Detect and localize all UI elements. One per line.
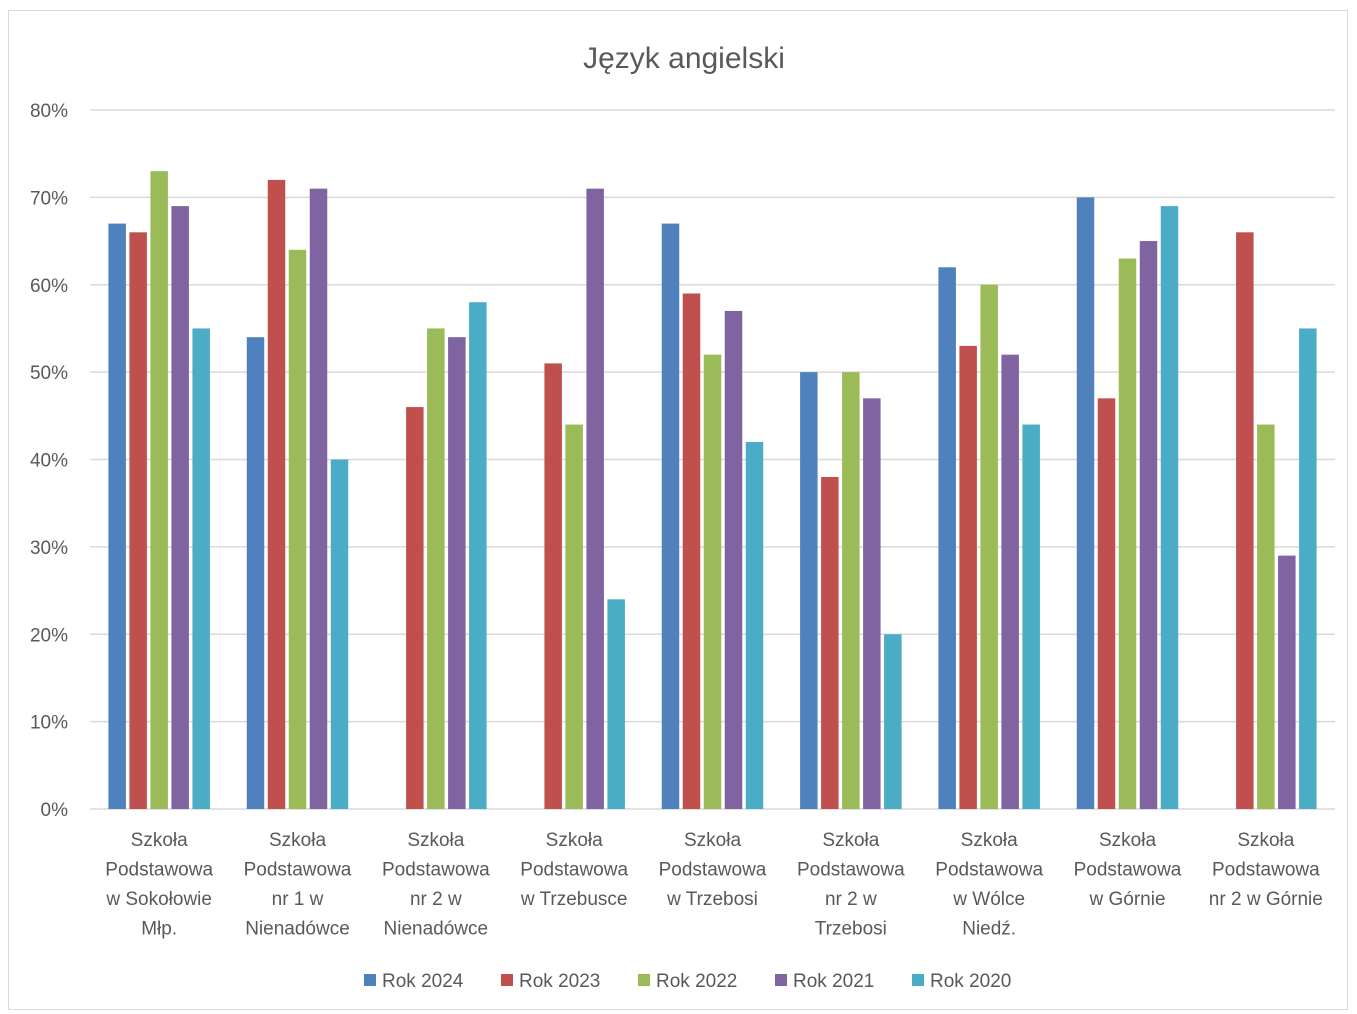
bar: [1160, 206, 1179, 810]
x-category-label: Szkoła Podstawowa w Sokołowie Młp.: [105, 830, 213, 940]
bar: [938, 267, 956, 809]
y-axis-tick-labels: 0% 10% 20% 30% 40% 50% 60% 70% 80%: [30, 101, 68, 821]
bar: [150, 171, 168, 810]
x-category-label: Szkoła Podstawowa w Górnie: [1074, 830, 1182, 910]
bars: [108, 171, 1317, 810]
bar: [863, 398, 881, 809]
bar: [330, 459, 349, 809]
chart-title: Język angielski: [583, 42, 785, 75]
bar: [469, 302, 487, 809]
bar: [544, 363, 562, 809]
bar: [427, 328, 445, 809]
bar: [1076, 197, 1095, 809]
y-tick-label: 20%: [30, 625, 68, 646]
legend-label: Rok 2022: [656, 971, 737, 992]
bar: [406, 407, 424, 809]
y-tick-label: 70%: [30, 188, 68, 209]
x-category-label: Szkoła Podstawowa w Wólce Niedź.: [935, 830, 1043, 940]
legend-swatch: [912, 974, 924, 986]
bar: [267, 179, 286, 809]
bar: [192, 328, 210, 809]
bar: [309, 188, 328, 809]
bar: [288, 249, 307, 810]
bar: [129, 232, 147, 809]
bar: [821, 476, 839, 809]
bar: [108, 223, 126, 809]
bar: [1257, 424, 1275, 809]
y-tick-label: 0%: [41, 800, 69, 821]
bar: [1118, 258, 1137, 810]
legend-swatch: [775, 974, 787, 986]
legend: Rok 2024 Rok 2023 Rok 2022 Rok 2021 Rok 2020: [364, 971, 1011, 992]
bar: [682, 293, 701, 809]
bar: [565, 424, 583, 809]
legend-label: Rok 2020: [930, 971, 1011, 992]
bar: [724, 310, 743, 809]
bar: [246, 337, 265, 809]
x-category-label: Szkoła Podstawowa w Trzebusce: [520, 830, 629, 910]
bar: [703, 354, 722, 809]
bar: [586, 188, 604, 809]
bar: [1097, 398, 1116, 809]
bar: [661, 223, 680, 809]
x-category-label: Szkoła Podstawowa nr 2 w Trzebosi: [797, 830, 905, 940]
y-tick-label: 50%: [30, 363, 68, 384]
bar: [1278, 555, 1296, 809]
bar: [980, 284, 998, 809]
x-category-label: Szkoła Podstawowa nr 1 w Nienadówce: [244, 830, 352, 940]
x-category-label: Szkoła Podstawowa nr 2 w Górnie: [1209, 830, 1323, 910]
y-tick-label: 30%: [30, 538, 68, 559]
legend-swatch: [364, 974, 376, 986]
bar: [607, 599, 625, 809]
x-category-label: Szkoła Podstawowa nr 2 w Nienadówce: [382, 830, 490, 940]
bar: [1299, 328, 1317, 809]
x-axis-category-labels: Szkoła Podstawowa w Sokołowie Młp. Szkoła Pod…: [105, 830, 1323, 940]
legend-label: Rok 2024: [382, 971, 464, 992]
bar: [959, 345, 977, 809]
legend-label: Rok 2023: [519, 971, 600, 992]
bar: [745, 442, 764, 809]
bar: [800, 372, 818, 809]
x-category-label: Szkoła Podstawowa w Trzebosi: [659, 830, 767, 910]
bar: [1139, 241, 1158, 809]
y-tick-label: 10%: [30, 713, 68, 734]
y-tick-label: 60%: [30, 276, 68, 297]
bar: [1001, 354, 1019, 809]
legend-label: Rok 2021: [793, 971, 874, 992]
bar: [842, 372, 860, 809]
bar: [171, 206, 189, 810]
y-tick-label: 40%: [30, 451, 68, 472]
y-tick-label: 80%: [30, 101, 68, 122]
bar: [884, 634, 902, 809]
bar: [1236, 232, 1254, 809]
legend-swatch: [501, 974, 513, 986]
bar: [448, 337, 466, 809]
legend-swatch: [638, 974, 650, 986]
bar: [1022, 424, 1040, 809]
